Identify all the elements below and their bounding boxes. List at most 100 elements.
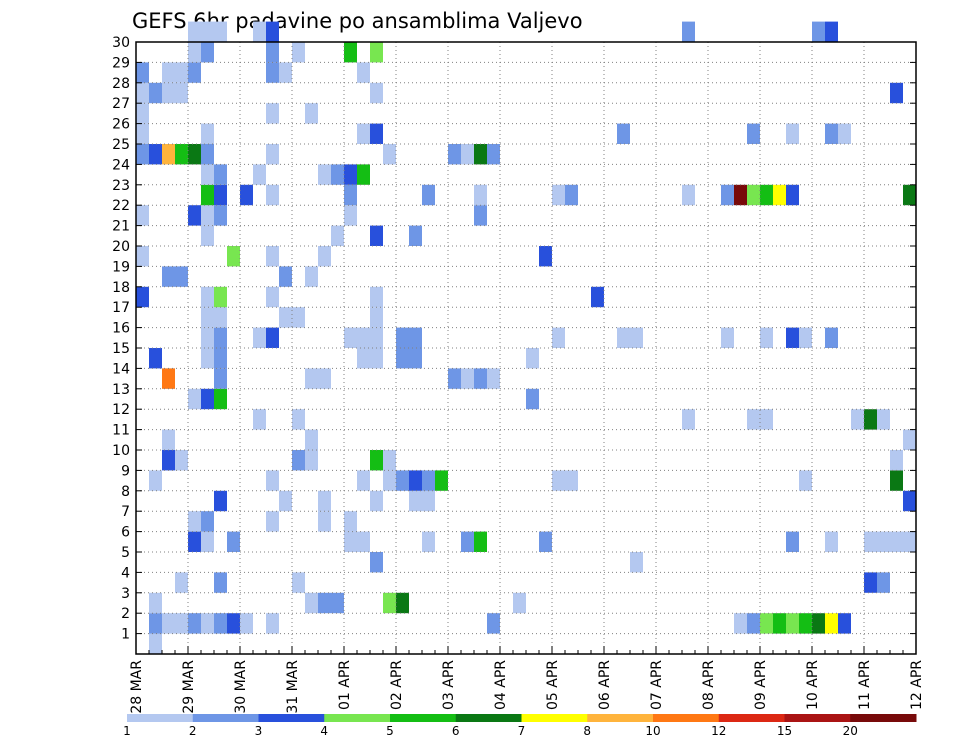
heatmap-cell: [162, 62, 175, 83]
heatmap-cell: [838, 123, 851, 144]
heatmap-cell: [474, 531, 487, 552]
heatmap-cell: [903, 184, 916, 206]
heatmap-cell: [864, 531, 877, 552]
heatmap-cell: [630, 327, 643, 348]
heatmap-cell: [734, 613, 747, 634]
heatmap-cell: [864, 572, 877, 593]
heatmap-cell: [266, 613, 279, 634]
heatmap-cell: [747, 613, 760, 634]
heatmap-cell: [188, 42, 201, 63]
heatmap-cell: [136, 62, 149, 83]
heatmap-cell: [370, 42, 383, 63]
heatmap-cell: [435, 470, 448, 491]
heatmap-cell: [188, 62, 201, 83]
heatmap-cell: [565, 470, 578, 491]
heatmap-cell: [773, 184, 786, 206]
heatmap-cell: [266, 184, 279, 206]
heatmap-cell: [318, 490, 331, 512]
heatmap-cell: [890, 450, 903, 471]
heatmap-cell: [396, 470, 409, 491]
heatmap-cell: [461, 368, 474, 389]
heatmap-cell: [682, 409, 695, 430]
heatmap-cell: [825, 123, 838, 144]
heatmap-cell: [305, 103, 318, 124]
heatmap-cell: [461, 531, 474, 552]
heatmap-cell: [344, 42, 357, 63]
heatmap-cell: [370, 286, 383, 308]
heatmap-cell: [136, 286, 149, 308]
y-tick-label: 23: [112, 178, 130, 194]
heatmap-cell: [149, 592, 162, 614]
heatmap-cell: [253, 21, 266, 42]
heatmap-cell: [409, 225, 422, 246]
heatmap-cell: [370, 123, 383, 144]
heatmap-cell: [370, 348, 383, 369]
heatmap-cell: [344, 327, 357, 348]
x-tick-label: 06 APR: [597, 660, 613, 710]
heatmap-cell: [890, 82, 903, 104]
heatmap-cell: [331, 592, 344, 614]
heatmap-cell: [890, 470, 903, 491]
heatmap-cell: [786, 184, 799, 206]
heatmap-cell: [214, 348, 227, 369]
heatmap-cell: [591, 286, 604, 308]
heatmap-cell: [721, 327, 734, 348]
heatmap-cell: [825, 21, 838, 42]
heatmap-cell: [448, 368, 461, 389]
heatmap-cell: [318, 511, 331, 532]
heatmap-cell: [760, 184, 773, 206]
heatmap-cell: [305, 450, 318, 471]
heatmap-cells: [136, 21, 916, 654]
heatmap-cell: [734, 184, 747, 206]
colorbar-swatch: [127, 714, 194, 722]
heatmap-cell: [136, 103, 149, 124]
colorbar-label: 10: [645, 724, 660, 738]
heatmap-cell: [240, 613, 253, 634]
colorbar-swatch: [718, 714, 785, 722]
heatmap-cell: [357, 531, 370, 552]
heatmap-cell: [539, 531, 552, 552]
heatmap-cell: [175, 62, 188, 83]
y-tick-label: 16: [112, 321, 130, 337]
y-tick-label: 1: [121, 627, 130, 643]
colorbar-swatch: [324, 714, 391, 722]
heatmap-cell: [526, 348, 539, 369]
heatmap-cell: [201, 286, 214, 308]
y-tick-label: 8: [121, 484, 130, 500]
heatmap-cell: [162, 429, 175, 450]
heatmap-cell: [877, 531, 890, 552]
colorbar-swatch: [521, 714, 588, 722]
colorbar-swatch: [455, 714, 522, 722]
y-tick-label: 3: [121, 586, 130, 602]
heatmap-cell: [305, 429, 318, 450]
heatmap-cell: [279, 62, 292, 83]
heatmap-cell: [409, 327, 422, 348]
heatmap-cell: [188, 21, 201, 42]
heatmap-cell: [305, 592, 318, 614]
heatmap-cell: [188, 388, 201, 410]
heatmap-cell: [227, 613, 240, 634]
heatmap-cell: [825, 613, 838, 634]
colorbar-label: 5: [386, 724, 394, 738]
colorbar-label: 15: [777, 724, 792, 738]
colorbar: 1 2 3 4 5 6 7 8 10 12 15 20: [123, 714, 917, 738]
heatmap-cell: [136, 82, 149, 104]
y-tick-label: 20: [112, 239, 130, 255]
y-tick-label: 29: [112, 55, 130, 71]
y-tick-label: 25: [112, 137, 130, 153]
heatmap-cell: [474, 368, 487, 389]
heatmap-cell: [214, 388, 227, 410]
y-tick-label: 14: [112, 361, 130, 377]
heatmap-cell: [903, 490, 916, 512]
heatmap-cell: [383, 144, 396, 165]
y-axis-ticks: 1234567891011121314151617181920212223242…: [112, 35, 916, 643]
heatmap-cell: [682, 184, 695, 206]
heatmap-cell: [825, 327, 838, 348]
heatmap-cell: [201, 511, 214, 532]
heatmap-cell: [422, 490, 435, 512]
heatmap-cell: [266, 511, 279, 532]
heatmap-cell: [201, 388, 214, 410]
heatmap-cell: [201, 613, 214, 634]
heatmap-cell: [266, 327, 279, 348]
x-tick-label: 28 MAR: [129, 660, 145, 714]
